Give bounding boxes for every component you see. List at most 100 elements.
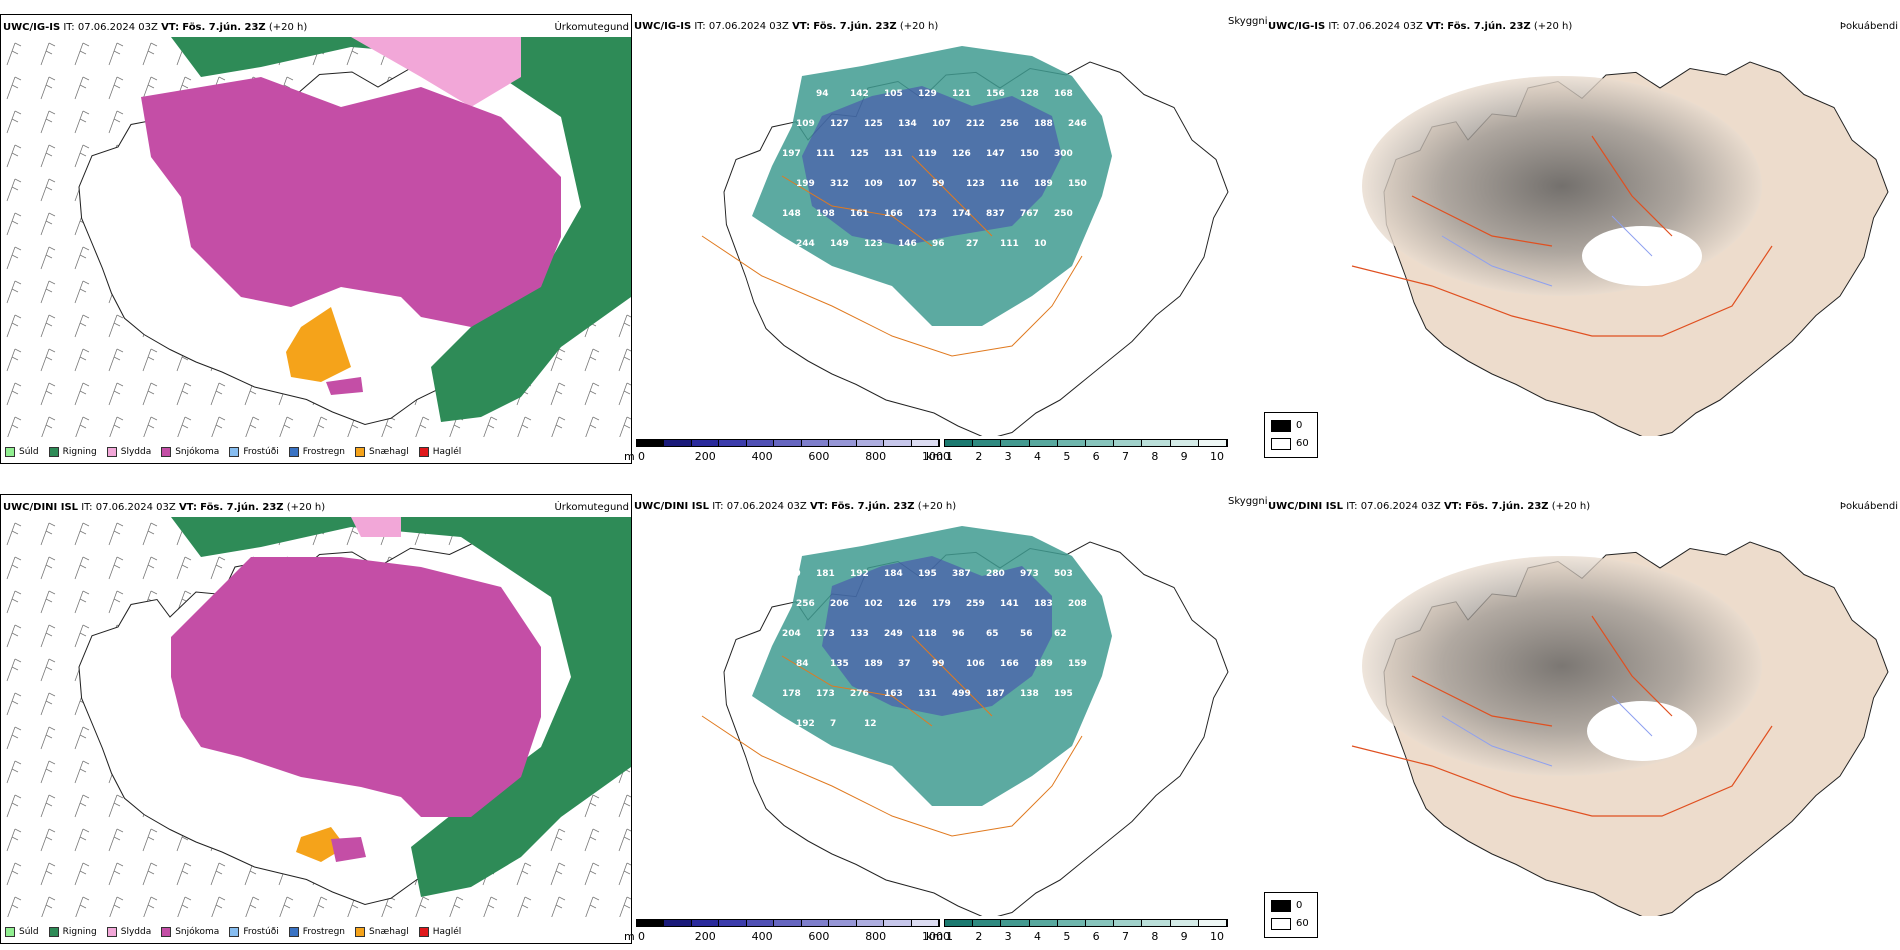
colorbar-tick: 400	[751, 450, 773, 463]
visibility-value-label: 276	[850, 689, 869, 699]
legend-item: Snæhagl	[355, 927, 409, 937]
legend-swatch	[418, 927, 429, 937]
fog-low-swatch	[1271, 918, 1291, 930]
colorbar-tick: 1	[946, 930, 953, 943]
legend-item: Snjókoma	[161, 927, 219, 937]
colorbar-tick: 10	[1210, 450, 1224, 463]
visibility-value-label: 181	[816, 569, 835, 579]
legend-item: Frostúði	[229, 927, 279, 937]
visibility-value-label: 118	[918, 629, 937, 639]
colorbar-segment	[856, 920, 885, 926]
panel-title: Þokuábendi	[1839, 501, 1898, 512]
ice-pellet-area	[296, 827, 346, 862]
legend-swatch	[355, 447, 366, 457]
colorbar-tick: 9	[1180, 930, 1188, 943]
visibility-value-label: 105	[884, 89, 903, 99]
visibility-value-label: 37	[898, 659, 911, 669]
legend-item: Súld	[5, 447, 39, 457]
visibility-value-label: 503	[1054, 569, 1073, 579]
fog-low-label: 60	[1296, 918, 1309, 929]
legend-label: Haglél	[432, 447, 462, 457]
legend-swatch	[418, 447, 429, 457]
sleet-area	[351, 37, 521, 107]
legend-label: Snjókoma	[175, 447, 220, 457]
visibility-value-label: 134	[898, 119, 917, 129]
vt-value: Fös. 7.jún. 23Z	[200, 502, 284, 513]
colorbar-tick: 4	[1034, 930, 1041, 943]
visibility-value-label: 62	[1054, 629, 1067, 639]
colorbar-segment	[664, 440, 692, 446]
model-name: UWC/IG-IS	[1268, 21, 1326, 32]
visibility-map: 239 181 192 184 195 387 280 973 503 256 206 102 126 1…	[701, 526, 1229, 916]
visibility-value-label: 387	[952, 569, 971, 579]
legend-item: Rigning	[48, 927, 97, 937]
visibility-value-label: 198	[816, 209, 835, 219]
visibility-value-label: 159	[1068, 659, 1087, 669]
model-name: UWC/IG-IS	[634, 21, 692, 32]
colorbar-unit: km	[926, 450, 944, 463]
it-label: IT:	[694, 21, 706, 32]
visibility-value-label: 239	[782, 569, 801, 579]
legend-label: Frostúði	[243, 927, 279, 937]
colorbar-tick: 10	[1210, 930, 1224, 943]
precip-type-panel-top: UWC/IG-IS IT: 07.06.2024 03Z VT: Fös. 7.…	[0, 14, 632, 464]
colorbar-segment	[719, 920, 747, 926]
visibility-value-label: 837	[986, 209, 1005, 219]
visibility-value-label: 246	[1068, 119, 1087, 129]
visibility-value-label: 163	[884, 689, 903, 699]
colorbar-tick: 3	[1004, 930, 1012, 943]
legend-label: Haglél	[432, 927, 462, 937]
visibility-value-label: 189	[864, 659, 883, 669]
fog-low-label: 60	[1296, 438, 1309, 449]
legend-swatch	[161, 927, 172, 937]
visibility-value-label: 111	[1000, 239, 1019, 249]
colorbar-segment	[774, 440, 802, 446]
legend-item: Slydda	[106, 927, 151, 937]
fog-legend: 0 60	[1264, 412, 1318, 458]
visibility-value-label: 206	[830, 599, 849, 609]
road-network	[701, 155, 1083, 357]
visibility-value-label: 116	[1000, 179, 1019, 189]
colorbar-segment	[801, 440, 830, 446]
colorbar-segment	[746, 440, 775, 446]
visibility-value-label: 127	[830, 119, 849, 129]
vt-value: Fös. 7.jún. 23Z	[831, 501, 915, 512]
vt-value: Fös. 7.jún. 23Z	[1447, 21, 1531, 32]
visibility-value-label: 56	[1020, 629, 1033, 639]
vt-value: Fös. 7.jún. 23Z	[813, 21, 897, 32]
colorbar-segment	[637, 440, 665, 446]
legend-label: Frostúði	[243, 447, 279, 457]
visibility-value-label: 184	[884, 569, 903, 579]
visibility-value-label: 199	[796, 179, 815, 189]
it-value: 07.06.2024 03Z	[95, 502, 176, 513]
colorbar-tick: 0	[638, 450, 645, 463]
visibility-value-label: 96	[932, 239, 945, 249]
legend-label: Rigning	[62, 927, 97, 937]
visibility-value-label: 250	[1054, 209, 1073, 219]
precip-legend: Súld Rigning Slydda Snjókoma Frostúði Frostre…	[5, 927, 461, 937]
colorbar-tick: 2	[975, 930, 983, 943]
colorbar-tick: 5	[1063, 450, 1071, 463]
fog-high-swatch	[1271, 420, 1291, 432]
visibility-value-label: 173	[816, 629, 835, 639]
lead-time: (+20 h)	[268, 22, 308, 33]
colorbar-segment	[664, 920, 692, 926]
visibility-value-label: 204	[782, 629, 801, 639]
visibility-value-label: 59	[932, 179, 945, 189]
legend-item: Haglél	[418, 447, 462, 457]
visibility-colorbar-km: km 1 2 3 4 5 6 7 8 9 10	[926, 439, 1228, 467]
model-name: UWC/DINI ISL	[634, 501, 710, 512]
legend-item: Rigning	[48, 447, 97, 457]
vt-value: Fös. 7.jún. 23Z	[1465, 501, 1549, 512]
colorbar-tick: 600	[808, 450, 830, 463]
legend-item: Snæhagl	[355, 447, 409, 457]
precip-type-panel-bottom: UWC/DINI ISL IT: 07.06.2024 03Z VT: Fös.…	[0, 494, 632, 944]
visibility-value-label: 183	[1034, 599, 1053, 609]
it-value: 07.06.2024 03Z	[726, 501, 807, 512]
sleet-area	[351, 517, 401, 537]
visibility-value-label: 111	[816, 149, 835, 159]
visibility-value-label: 149	[830, 239, 849, 249]
legend-swatch	[106, 927, 117, 937]
colorbar-tick: 7	[1122, 930, 1129, 943]
visibility-value-label: 94	[816, 89, 829, 99]
